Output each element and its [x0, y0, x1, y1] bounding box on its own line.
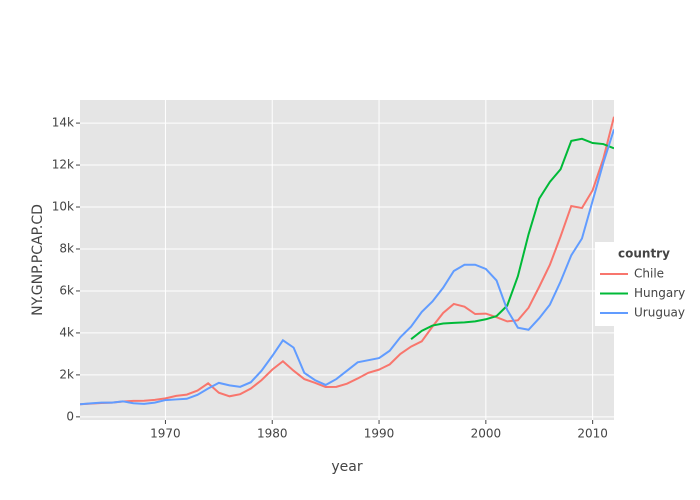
x-axis-title: year — [331, 459, 362, 475]
y-tick-label: 12k — [52, 158, 74, 172]
x-tick-label: 1990 — [364, 427, 395, 441]
y-tick-label: 2k — [59, 367, 74, 381]
lines — [80, 116, 614, 406]
plot-area — [80, 100, 614, 420]
y-axis-title: NY.GNP.PCAP.CD — [30, 204, 46, 316]
y-tick-label: 14k — [52, 116, 74, 130]
x-tick-label: 1970 — [150, 427, 181, 441]
legend-label: Hungary — [634, 286, 685, 300]
x-tick-label: 2010 — [577, 427, 608, 441]
x-tick-label: 2000 — [471, 427, 502, 441]
y-tick-label: 10k — [52, 200, 74, 214]
y-tick-label: 4k — [59, 325, 74, 339]
legend-label: Uruguay — [634, 306, 685, 320]
legend-title: country — [618, 247, 670, 261]
series-line — [410, 137, 614, 340]
y-tick-label: 8k — [59, 241, 74, 255]
legend-label: Chile — [634, 267, 664, 281]
y-tick-label: 6k — [59, 283, 74, 297]
series-line — [80, 116, 614, 406]
legend: Chile Hungary Uruguay — [600, 267, 685, 320]
grid: 0 2k 4k 6k 8k 10k 12k 14k 1970 1980 1990 2000 2010 — [52, 100, 614, 441]
x-tick-label: 1980 — [257, 427, 288, 441]
y-tick-label: 0 — [66, 409, 74, 423]
series-line — [80, 129, 614, 406]
